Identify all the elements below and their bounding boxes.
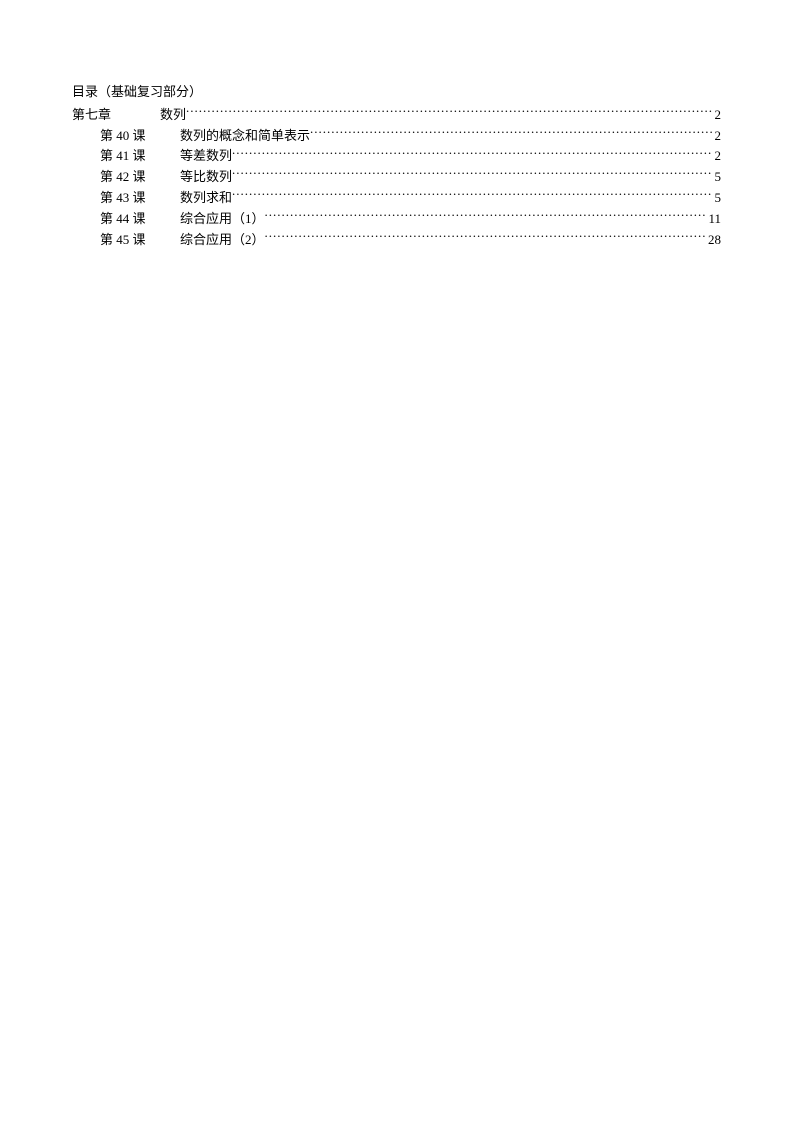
- toc-dots: [265, 231, 706, 244]
- toc-lesson-page: 2: [713, 126, 722, 147]
- toc-lesson-title: 等比数列: [180, 167, 232, 188]
- toc-lesson-page: 11: [706, 209, 721, 230]
- toc-dots: [232, 147, 712, 160]
- toc-lesson-title: 综合应用（1）: [180, 209, 265, 230]
- toc-chapter-page: 2: [713, 105, 722, 126]
- toc-lesson-page: 5: [713, 188, 722, 209]
- toc-lesson-label: 第 43 课: [100, 188, 180, 209]
- toc-dots: [186, 106, 712, 119]
- toc-lesson-title: 等差数列: [180, 146, 232, 167]
- toc-lesson-label: 第 40 课: [100, 126, 180, 147]
- toc-lesson-title: 数列求和: [180, 188, 232, 209]
- toc-lesson-title: 综合应用（2）: [180, 230, 265, 251]
- toc-dots: [310, 127, 712, 140]
- toc-lesson-row: 第 42 课 等比数列 5: [72, 167, 721, 188]
- toc-lesson-row: 第 40 课 数列的概念和简单表示 2: [72, 126, 721, 147]
- toc-lesson-row: 第 43 课 数列求和 5: [72, 188, 721, 209]
- toc-chapter-title: 数列: [160, 105, 186, 126]
- toc-dots: [232, 189, 712, 202]
- toc-lesson-row: 第 41 课 等差数列 2: [72, 146, 721, 167]
- toc-lesson-page: 2: [713, 146, 722, 167]
- toc-chapter-row: 第七章 数列 2: [72, 105, 721, 126]
- toc-lesson-label: 第 41 课: [100, 146, 180, 167]
- toc-chapter-label: 第七章: [72, 105, 160, 126]
- toc-lesson-row: 第 45 课 综合应用（2） 28: [72, 230, 721, 251]
- toc-lesson-page: 28: [706, 230, 721, 251]
- toc-lesson-title: 数列的概念和简单表示: [180, 126, 310, 147]
- toc-title: 目录（基础复习部分）: [72, 82, 721, 103]
- toc-dots: [265, 210, 707, 223]
- toc-dots: [232, 168, 712, 181]
- toc-lesson-label: 第 42 课: [100, 167, 180, 188]
- toc-lesson-label: 第 44 课: [100, 209, 180, 230]
- toc-lesson-label: 第 45 课: [100, 230, 180, 251]
- toc-lesson-row: 第 44 课 综合应用（1） 11: [72, 209, 721, 230]
- toc-lesson-page: 5: [713, 167, 722, 188]
